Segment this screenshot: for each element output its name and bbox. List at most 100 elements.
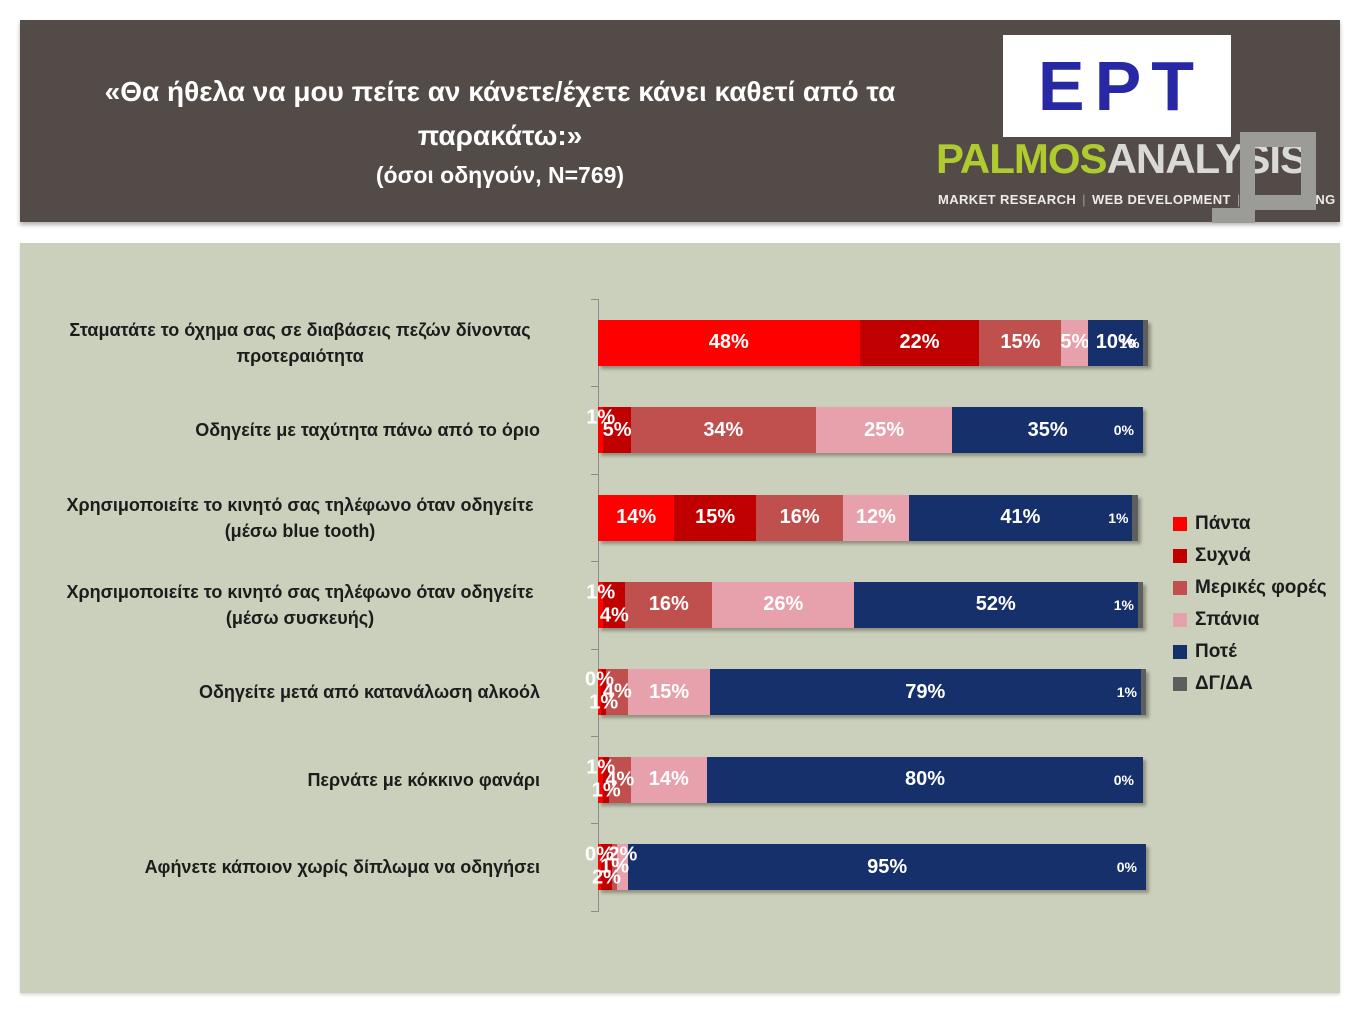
category-label: Αφήνετε κάποιον χωρίς δίπλωμα να οδηγήσε…	[38, 854, 540, 880]
title-block: «Θα ήθελα να μου πείτε αν κάνετε/έχετε κ…	[60, 70, 940, 189]
legend-swatch-pote	[1173, 645, 1187, 659]
bar-segment-merikes-fores	[606, 669, 629, 716]
bar-segment-pote: 41%	[908, 494, 1133, 541]
bar-value-label-spania: 2%	[608, 843, 638, 866]
palmos-bracket-icon	[1212, 132, 1316, 223]
axis-tick	[591, 386, 599, 388]
bar-segment-spania: 26%	[712, 581, 855, 628]
category-label: Χρησιμοποιείτε το κινητό σας τηλέφωνο ότ…	[38, 491, 540, 543]
legend-swatch-panta	[1173, 517, 1187, 531]
palmos-logo-text: PALMOS	[936, 135, 1108, 182]
bar-segment-merikes-fores: 34%	[630, 407, 816, 454]
bar-value-label-syxna: 2%	[591, 866, 621, 889]
bar-value-label-dg-da: 1%	[1119, 334, 1140, 351]
bar-segment-pote: 10%	[1088, 319, 1143, 366]
category-label: Σταματάτε το όχημα σας σε διαβάσεις πεζώ…	[38, 317, 540, 369]
legend-item: Μερικές φορές	[1173, 577, 1327, 599]
bar-segment-syxna: 5%	[603, 407, 632, 454]
bar-segment-syxna	[601, 844, 612, 891]
legend-label-pote: Ποτέ	[1195, 641, 1237, 662]
category-label: Χρησιμοποιείτε το κινητό σας τηλέφωνο ότ…	[38, 579, 540, 631]
axis-tick	[591, 910, 599, 912]
axis-tick	[591, 648, 599, 650]
legend-item: ΔΓ/ΔΑ	[1173, 673, 1327, 695]
legend-item: Συχνά	[1173, 545, 1327, 567]
category-label: Οδηγείτε με ταχύτητα πάνω από το όριο	[38, 417, 540, 443]
bar-segment-merikes-fores	[608, 756, 631, 803]
bar-segment-merikes-fores: 16%	[756, 494, 844, 541]
bar-segment-syxna	[603, 581, 626, 628]
legend-swatch-spania	[1173, 613, 1187, 627]
bar-value-label-syxna: 1%	[591, 779, 621, 802]
bar-segment-syxna	[603, 756, 609, 803]
bar-segment-panta	[598, 581, 604, 628]
category-label-text: Περνάτε με κόκκινο φανάρι	[307, 769, 540, 790]
bar-value-label-panta: 1%	[586, 756, 616, 779]
stacked-bar: 1% 4% 16% 26% 52% 1%	[586, 581, 1143, 628]
bar-value-label-panta: 1%	[586, 581, 616, 604]
category-label-text: Σταματάτε το όχημα σας σε διαβάσεις πεζώ…	[69, 319, 531, 366]
bar-segment-spania: 5%	[1060, 319, 1089, 366]
category-label-text: Χρησιμοποιείτε το κινητό σας τηλέφωνο ότ…	[66, 581, 534, 628]
category-label: Περνάτε με κόκκινο φανάρι	[38, 767, 540, 793]
bar-value-label-syxna: 1%	[589, 691, 619, 714]
bar-segment-merikes-fores: 15%	[979, 319, 1062, 366]
legend-label-syxna: Συχνά	[1195, 545, 1251, 566]
bar-segment-syxna: 15%	[674, 494, 757, 541]
stacked-bar: 1% 1% 4% 14% 80% 0%	[586, 756, 1143, 803]
bar-value-label-dg-da: 0%	[1116, 859, 1137, 876]
chart-title: «Θα ήθελα να μου πείτε αν κάνετε/έχετε κ…	[104, 76, 896, 152]
bar-segment-dg-da	[1137, 581, 1143, 628]
axis-tick	[591, 823, 599, 825]
bar-segment-panta	[598, 756, 604, 803]
category-label-text: Οδηγείτε μετά από κατανάλωση αλκοόλ	[198, 682, 540, 703]
bar-segment-spania: 12%	[843, 494, 909, 541]
bar-segment-pote: 80%	[706, 756, 1143, 803]
axis-tick	[591, 561, 599, 563]
ert-logo-text: ΕΡΤ	[1037, 47, 1205, 125]
stacked-bar: 1% 5% 34% 25% 35% 0%	[586, 407, 1143, 454]
bar-segment-spania: 25%	[815, 407, 953, 454]
bar-value-label-panta: 0%	[585, 668, 614, 691]
bar-segment-panta: 14%	[598, 494, 675, 541]
category-label-text: Χρησιμοποιείτε το κινητό σας τηλέφωνο ότ…	[66, 494, 534, 541]
legend-label-spania: Σπάνια	[1195, 609, 1260, 630]
legend-label-dg-da: ΔΓ/ΔΑ	[1195, 673, 1253, 694]
axis-tick	[591, 736, 599, 737]
tagline-separator: |	[1082, 192, 1086, 207]
bar-segment-panta	[598, 844, 601, 891]
bar-value-label-dg-da: 1%	[1113, 596, 1134, 613]
bar-segment-spania: 15%	[628, 669, 710, 716]
bar-value-label-merikes-fores: 4%	[605, 768, 635, 791]
bar-segment-dg-da	[1132, 494, 1138, 541]
bar-value-label-dg-da: 1%	[1116, 684, 1137, 701]
stacked-bar: 48% 22% 15% 5% 10% 1%	[598, 319, 1149, 366]
tagline-market-research: MARKET RESEARCH	[938, 192, 1077, 207]
bar-value-label-merikes-fores: 1%	[600, 855, 630, 878]
bar-segment-syxna: 22%	[859, 319, 980, 366]
legend-swatch-merikes-fores	[1173, 581, 1187, 595]
bar-segment-pote: 52%	[854, 581, 1138, 628]
category-label: Οδηγείτε μετά από κατανάλωση αλκοόλ	[38, 679, 540, 705]
legend-swatch-dg-da	[1173, 677, 1187, 691]
category-label-text: Οδηγείτε με ταχύτητα πάνω από το όριο	[195, 420, 540, 441]
bar-segment-dg-da	[1140, 669, 1146, 716]
legend-item: Σπάνια	[1173, 609, 1327, 631]
bar-segment-spania	[617, 844, 629, 891]
bar-value-label-dg-da: 0%	[1113, 422, 1134, 439]
bar-segment-panta	[598, 407, 604, 454]
stacked-bar: 0% 2% 1% 2% 95% 0%	[585, 843, 1146, 891]
bar-segment-panta	[598, 669, 601, 716]
category-label-text: Αφήνετε κάποιον χωρίς δίπλωμα να οδηγήσε…	[144, 857, 540, 878]
chart-area: Σταματάτε το όχημα σας σε διαβάσεις πεζώ…	[20, 243, 1340, 993]
bar-segment-merikes-fores	[611, 844, 618, 891]
legend-item: Πάντα	[1173, 513, 1327, 535]
bar-value-label-dg-da: 1%	[1108, 509, 1129, 526]
legend-label-panta: Πάντα	[1195, 513, 1251, 534]
axis-tick	[591, 473, 599, 475]
bar-segment-panta: 48%	[598, 319, 860, 366]
bar-value-label-syxna: 4%	[599, 604, 629, 627]
bar-segment-pote: 79%	[709, 669, 1141, 716]
bar-value-label-panta: 0%	[585, 843, 614, 866]
